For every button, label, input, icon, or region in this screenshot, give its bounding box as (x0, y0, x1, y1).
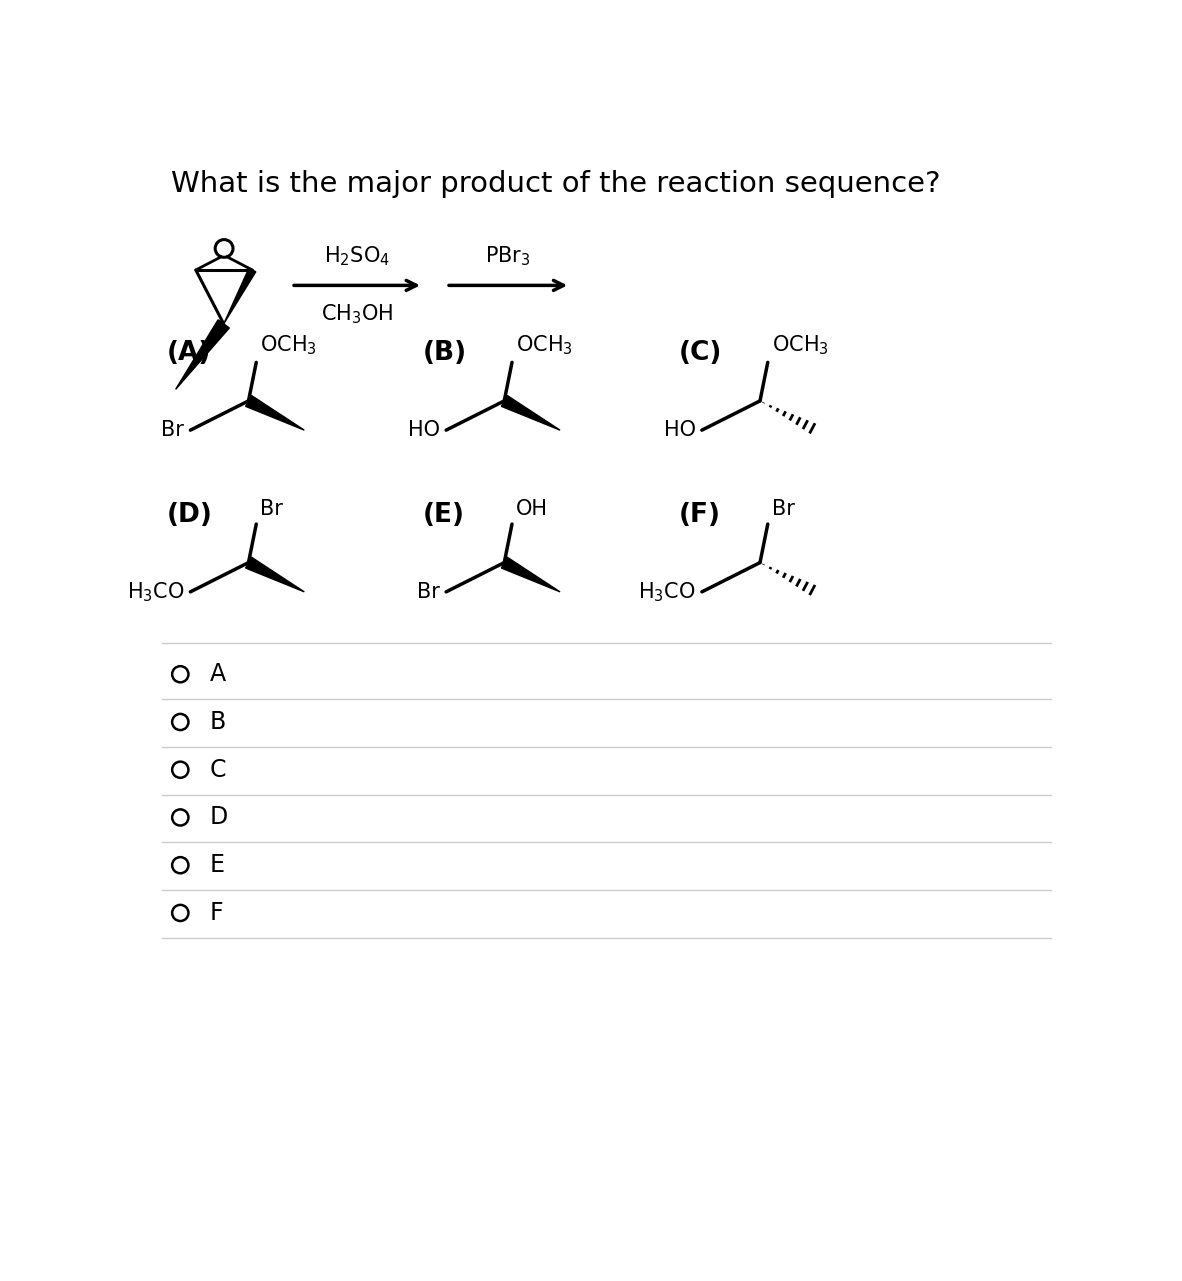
Polygon shape (246, 557, 304, 592)
Text: B: B (209, 710, 226, 734)
Text: A: A (209, 662, 226, 687)
Text: Br: Br (161, 420, 184, 441)
Text: (D): (D) (167, 502, 213, 528)
Text: (B): (B) (423, 341, 467, 366)
Text: (A): (A) (167, 341, 212, 366)
Text: $\mathregular{OCH_3}$: $\mathregular{OCH_3}$ (260, 333, 317, 357)
Text: $\mathregular{H_3CO}$: $\mathregular{H_3CO}$ (638, 580, 696, 603)
Polygon shape (501, 396, 560, 430)
Text: $\mathregular{CH_3OH}$: $\mathregular{CH_3OH}$ (320, 302, 394, 325)
Text: $\mathregular{OCH_3}$: $\mathregular{OCH_3}$ (515, 333, 573, 357)
Polygon shape (501, 557, 560, 592)
Text: Br: Br (417, 582, 440, 602)
Text: HO: HO (408, 420, 440, 441)
Polygon shape (176, 320, 229, 389)
Text: $\mathregular{OCH_3}$: $\mathregular{OCH_3}$ (772, 333, 829, 357)
Text: D: D (209, 806, 228, 830)
Polygon shape (246, 396, 304, 430)
Text: F: F (209, 901, 223, 925)
Text: What is the major product of the reaction sequence?: What is the major product of the reactio… (171, 170, 941, 197)
Text: HO: HO (663, 420, 696, 441)
Text: Br: Br (772, 498, 794, 519)
Text: $\mathregular{H_2SO_4}$: $\mathregular{H_2SO_4}$ (324, 245, 390, 269)
Text: Br: Br (260, 498, 282, 519)
Text: (F): (F) (678, 502, 721, 528)
Text: E: E (209, 853, 225, 877)
Text: C: C (209, 758, 226, 781)
Text: (E): (E) (423, 502, 465, 528)
Text: OH: OH (515, 498, 548, 519)
Text: $\mathregular{PBr_3}$: $\mathregular{PBr_3}$ (486, 245, 531, 269)
Text: (C): (C) (678, 341, 722, 366)
Text: $\mathregular{H_3CO}$: $\mathregular{H_3CO}$ (126, 580, 184, 603)
Polygon shape (223, 268, 255, 324)
